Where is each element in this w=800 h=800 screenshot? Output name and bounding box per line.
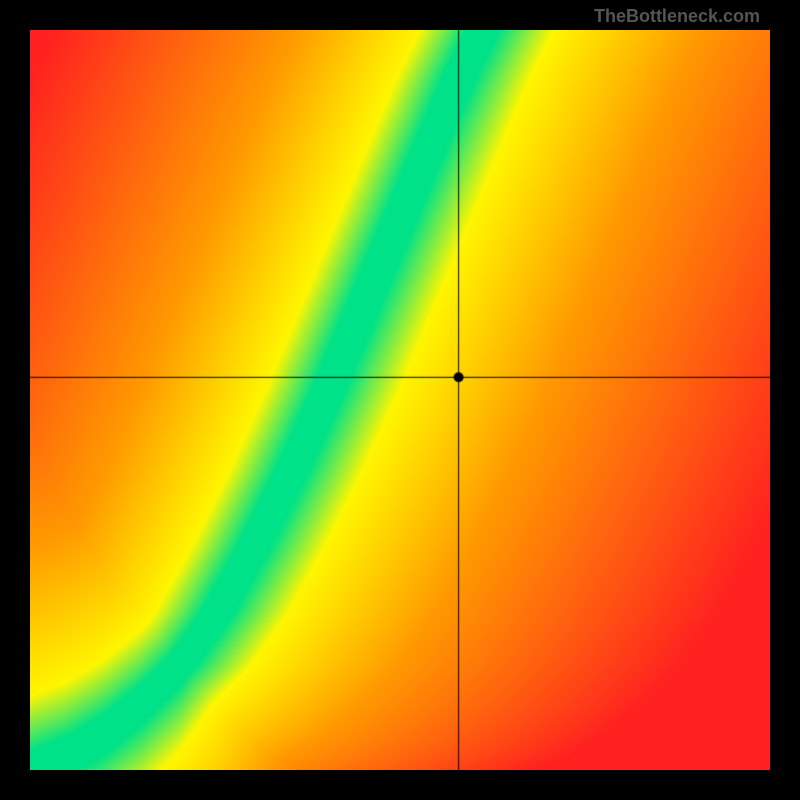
- bottleneck-heatmap: [30, 30, 770, 770]
- watermark-text: TheBottleneck.com: [594, 6, 760, 27]
- heatmap-canvas: [30, 30, 770, 770]
